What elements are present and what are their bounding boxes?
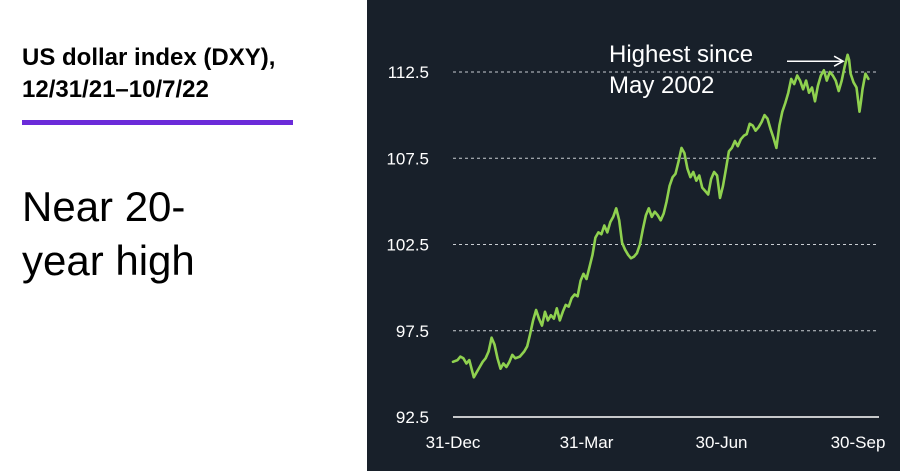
- dxy-series-line: [451, 53, 870, 379]
- headline-panel: US dollar index (DXY), 12/31/21–10/7/22 …: [0, 0, 367, 471]
- y-tick-label: 102.5: [386, 236, 429, 255]
- chart-title-line1: US dollar index (DXY),: [22, 44, 276, 71]
- y-tick-label: 107.5: [386, 149, 429, 168]
- chart-title-line2: 12/31/21–10/7/22: [22, 76, 209, 103]
- chart-panel: 92.5 97.5 102.5 107.5 112.5 31-Dec 31-Mar 30-Ju…: [367, 0, 900, 471]
- chart-subtitle-line2: year high: [22, 237, 195, 284]
- annotation-line2: May 2002: [609, 72, 714, 99]
- x-tick-label: 31-Dec: [426, 433, 481, 452]
- chart-title: US dollar index (DXY), 12/31/21–10/7/22: [22, 42, 352, 106]
- x-tick-label: 30-Jun: [696, 433, 748, 452]
- annotation-line1: Highest since: [609, 41, 753, 68]
- chart-subtitle: Near 20- year high: [22, 180, 342, 288]
- line-chart: 92.5 97.5 102.5 107.5 112.5 31-Dec 31-Mar 30-Ju…: [386, 41, 886, 452]
- x-tick-label: 30-Sep: [831, 433, 886, 452]
- x-tick-label: 31-Mar: [560, 433, 614, 452]
- accent-rule: [22, 120, 293, 125]
- chart-subtitle-line1: Near 20-: [22, 183, 186, 230]
- y-tick-label: 112.5: [388, 63, 429, 82]
- y-tick-label: 92.5: [396, 408, 429, 427]
- annotation-arrow-head: [833, 55, 845, 67]
- y-tick-label: 97.5: [396, 322, 429, 341]
